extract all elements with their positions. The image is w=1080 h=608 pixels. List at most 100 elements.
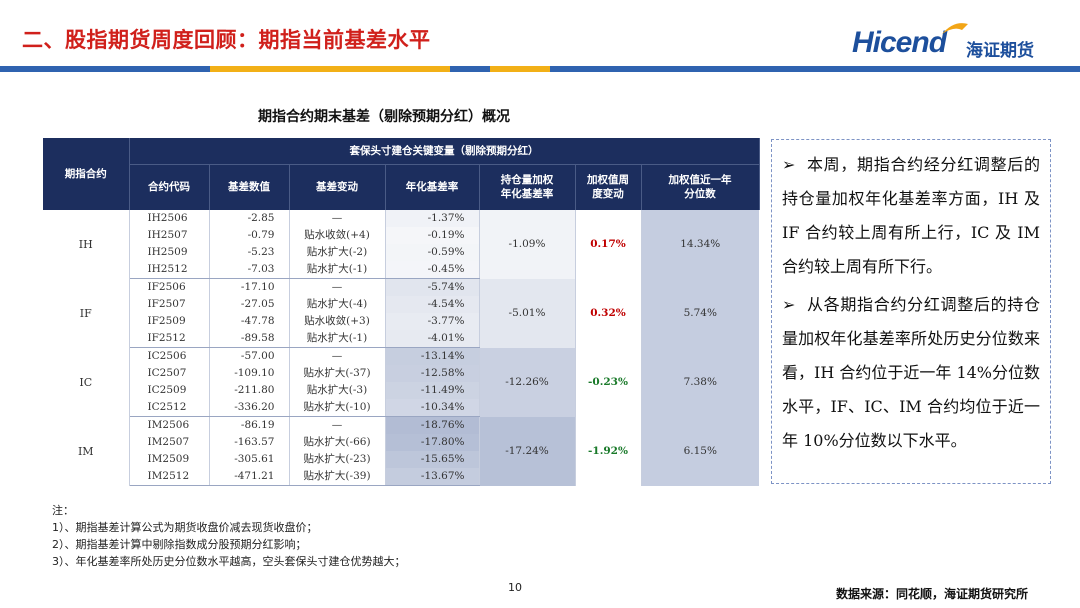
basis-change: — xyxy=(289,347,386,365)
callout-paragraph-1: ➢ 本周，期指合约经分红调整后的持仓量加权年化基差率方面，IH 及 IF 合约较… xyxy=(782,155,1040,276)
basis-value: -336.20 xyxy=(209,399,290,417)
basis-change: 贴水扩大(-3) xyxy=(289,382,386,399)
weekly-change: 0.17% xyxy=(575,210,642,279)
notes-heading: 注： xyxy=(52,504,74,517)
weekly-change: -0.23% xyxy=(575,347,642,417)
header-group: 套保头寸建仓关键变量（剔除预期分红） xyxy=(129,138,760,165)
table-row: IF2509 -47.78 贴水收敛(+3) -3.77% xyxy=(43,313,759,330)
annual-basis-rate: -13.14% xyxy=(385,347,480,365)
footnotes: 注： 1）、期指基差计算公式为期货收盘价减去现货收盘价； 2）、期指基差计算中剔… xyxy=(52,502,406,570)
basis-change: — xyxy=(289,416,386,434)
contract-group-name: IF xyxy=(43,278,130,348)
basis-value: -5.23 xyxy=(209,244,290,261)
contract-code: IF2509 xyxy=(129,313,210,330)
basis-change: — xyxy=(289,210,386,227)
basis-change: 贴水扩大(-10) xyxy=(289,399,386,417)
contract-code: IM2512 xyxy=(129,468,210,486)
table-row: IC2509 -211.80 贴水扩大(-3) -11.49% xyxy=(43,382,759,399)
weighted-annual-rate: -1.09% xyxy=(479,210,576,279)
contract-code: IF2506 xyxy=(129,278,210,296)
basis-value: -163.57 xyxy=(209,434,290,451)
basis-change: — xyxy=(289,278,386,296)
percentile: 14.34% xyxy=(641,210,760,279)
contract-code: IH2507 xyxy=(129,227,210,244)
basis-change: 贴水扩大(-2) xyxy=(289,244,386,261)
annual-basis-rate: -4.54% xyxy=(385,296,480,313)
summary-callout: ➢ 本周，期指合约经分红调整后的持仓量加权年化基差率方面，IH 及 IF 合约较… xyxy=(771,139,1051,484)
basis-change: 贴水收敛(+4) xyxy=(289,227,386,244)
table-row: IM2512 -471.21 贴水扩大(-39) -13.67% xyxy=(43,468,759,486)
table-row: IH2512 -7.03 贴水扩大(-1) -0.45% xyxy=(43,261,759,279)
page-number: 10 xyxy=(508,581,522,594)
contract-code: IC2512 xyxy=(129,399,210,417)
table-row: IM IM2506 -86.19— -18.76% -17.24% -1.92% 6.15% xyxy=(43,416,760,486)
basis-value: -57.00 xyxy=(209,347,290,365)
table-row: IC2507 -109.10 贴水扩大(-37) -12.58% xyxy=(43,365,759,382)
annual-basis-rate: -17.80% xyxy=(385,434,480,451)
table-row: IM2507 -163.57 贴水扩大(-66) -17.80% xyxy=(43,434,759,451)
basis-table: 期指合约 套保头寸建仓关键变量（剔除预期分红） 合约代码 基差数值 基差变动 年化基差… xyxy=(43,138,760,486)
weekly-change: 0.32% xyxy=(575,278,642,348)
table-row: IC2512 -336.20 贴水扩大(-10) -10.34% xyxy=(43,399,759,417)
table-row: IF IF2506 -17.10— -5.74% -5.01% 0.32% 5.74% xyxy=(43,278,760,348)
note-item: 1）、期指基差计算公式为期货收盘价减去现货收盘价； xyxy=(52,521,318,534)
table-row: IF2507 -27.05 贴水扩大(-4) -4.54% xyxy=(43,296,759,313)
note-item: 3）、年化基差率所处历史分位数水平越高，空头套保头寸建仓优势越大； xyxy=(52,555,406,568)
basis-change: 贴水扩大(-66) xyxy=(289,434,386,451)
weighted-annual-rate: -17.24% xyxy=(479,416,576,486)
percentile: 5.74% xyxy=(641,278,760,348)
annual-basis-rate: -0.19% xyxy=(385,227,480,244)
contract-group-name: IC xyxy=(43,347,130,417)
annual-basis-rate: -0.59% xyxy=(385,244,480,261)
logo-chinese: 海证期货 xyxy=(966,41,1034,61)
contract-code: IH2509 xyxy=(129,244,210,261)
annual-basis-rate: -10.34% xyxy=(385,399,480,417)
basis-change: 贴水扩大(-37) xyxy=(289,365,386,382)
basis-table-container: 期指合约 套保头寸建仓关键变量（剔除预期分红） 合约代码 基差数值 基差变动 年化基差… xyxy=(43,138,760,486)
contract-group-name: IM xyxy=(43,416,130,486)
basis-change: 贴水扩大(-39) xyxy=(289,468,386,486)
annual-basis-rate: -15.65% xyxy=(385,451,480,468)
contract-group-name: IH xyxy=(43,210,130,279)
company-logo: Hicend 海证期货 xyxy=(852,20,1062,64)
basis-value: -17.10 xyxy=(209,278,290,296)
percentile: 6.15% xyxy=(641,416,760,486)
contract-code: IM2507 xyxy=(129,434,210,451)
bullet-arrow-icon: ➢ xyxy=(782,295,796,314)
contract-code: IC2509 xyxy=(129,382,210,399)
table-row: IC IC2506 -57.00— -13.14% -12.26% -0.23% 7.38% xyxy=(43,347,760,417)
basis-value: -211.80 xyxy=(209,382,290,399)
basis-value: -471.21 xyxy=(209,468,290,486)
note-item: 2）、期指基差计算中剔除指数成分股预期分红影响； xyxy=(52,538,307,551)
annual-basis-rate: -18.76% xyxy=(385,416,480,434)
contract-code: IH2506 xyxy=(129,210,210,227)
weekly-change: -1.92% xyxy=(575,416,642,486)
contract-code: IC2507 xyxy=(129,365,210,382)
header-divider-bar xyxy=(0,66,1080,72)
column-header: 基差变动 xyxy=(289,164,386,210)
column-header: 合约代码 xyxy=(129,164,210,210)
basis-value: -89.58 xyxy=(209,330,290,348)
weighted-annual-rate: -5.01% xyxy=(479,278,576,348)
annual-basis-rate: -5.74% xyxy=(385,278,480,296)
header-contract: 期指合约 xyxy=(43,138,130,210)
table-row: IH2507 -0.79 贴水收敛(+4) -0.19% xyxy=(43,227,759,244)
column-header: 年化基差率 xyxy=(385,164,480,210)
annual-basis-rate: -0.45% xyxy=(385,261,480,279)
contract-code: IF2512 xyxy=(129,330,210,348)
table-title: 期指合约期末基差（剔除预期分红）概况 xyxy=(258,109,510,125)
percentile: 7.38% xyxy=(641,347,760,417)
basis-change: 贴水扩大(-4) xyxy=(289,296,386,313)
slide-title: 二、股指期货周度回顾：期指当前基差水平 xyxy=(22,28,431,52)
column-header: 持仓量加权 年化基差率 xyxy=(479,164,576,210)
bullet-arrow-icon: ➢ xyxy=(782,155,796,174)
annual-basis-rate: -3.77% xyxy=(385,313,480,330)
basis-change: 贴水扩大(-1) xyxy=(289,261,386,279)
logo-swoosh-icon xyxy=(942,23,968,34)
callout-paragraph-2: ➢ 从各期指合约分红调整后的持仓量加权年化基差率所处历史分位数来看，IH 合约位… xyxy=(782,295,1041,450)
basis-change: 贴水扩大(-1) xyxy=(289,330,386,348)
contract-code: IC2506 xyxy=(129,347,210,365)
logo-english: Hicend xyxy=(852,26,947,59)
annual-basis-rate: -13.67% xyxy=(385,468,480,486)
contract-code: IF2507 xyxy=(129,296,210,313)
